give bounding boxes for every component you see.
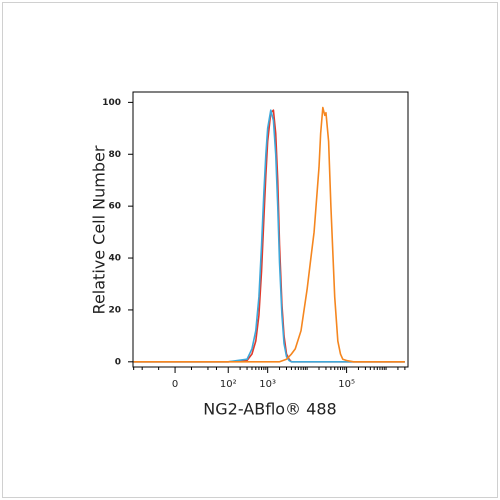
y-tick-label: 100 — [102, 98, 121, 108]
x-tick-label: 10⁵ — [338, 379, 355, 390]
y-tick-label: 0 — [115, 357, 121, 367]
histogram-line — [133, 109, 405, 363]
y-tick-label: 80 — [108, 150, 121, 160]
y-tick-label: 60 — [108, 202, 121, 212]
x-tick-label: 0 — [172, 379, 178, 390]
histogram-line — [133, 106, 405, 363]
y-tick-label: 20 — [108, 305, 121, 315]
x-axis-label: NG2-ABflo® 488 — [203, 400, 336, 419]
histogram-line — [133, 109, 405, 363]
x-tick-label: 10² — [220, 379, 237, 390]
y-tick-label: 40 — [108, 254, 121, 264]
plot-frame — [132, 91, 409, 368]
y-axis-label: Relative Cell Number — [90, 145, 109, 314]
x-tick-label: 10³ — [259, 379, 276, 390]
